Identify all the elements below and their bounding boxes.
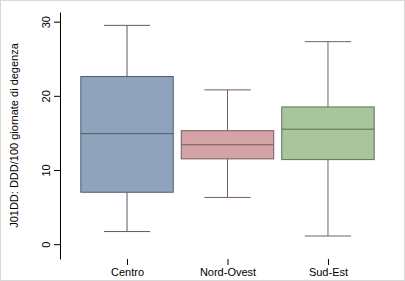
y-axis-line (60, 13, 61, 260)
y-tick-label: 30 (40, 16, 52, 28)
x-axis: Centro Nord-Ovest Sud-Est (61, 259, 396, 278)
max-cap (305, 41, 351, 42)
y-tick-mark (54, 22, 60, 23)
median-line (282, 129, 374, 130)
boxes (81, 25, 374, 236)
upper-whisker (327, 42, 328, 107)
x-tick-label: Sud-Est (309, 266, 348, 278)
y-tick-mark (54, 170, 60, 171)
min-cap (204, 197, 250, 198)
x-tick-label: Nord-Ovest (200, 266, 256, 278)
min-cap (104, 231, 150, 232)
max-cap (204, 89, 250, 90)
upper-whisker (127, 25, 128, 76)
box (181, 131, 273, 159)
y-axis: 0 10 20 30 (40, 13, 61, 260)
lower-whisker (127, 192, 128, 231)
min-cap (305, 236, 351, 237)
x-tick-label: Centro (111, 266, 144, 278)
y-tick-label: 0 (40, 242, 52, 248)
box-group (81, 25, 173, 231)
y-tick: 0 (40, 242, 60, 248)
y-axis-title: J01DD: DDD/100 giornate di degenza (8, 42, 20, 228)
y-tick: 10 (40, 164, 60, 176)
y-tick: 30 (40, 16, 60, 28)
max-cap (104, 25, 150, 26)
box-group (282, 42, 374, 236)
x-tick-mark (228, 259, 229, 265)
median-line (81, 133, 173, 134)
lower-whisker (327, 160, 328, 236)
background (1, 1, 405, 281)
x-tick: Nord-Ovest (200, 259, 256, 278)
box-group (181, 90, 273, 198)
median-line (181, 144, 273, 145)
x-tick-mark (328, 259, 329, 265)
y-tick-label: 10 (40, 164, 52, 176)
y-tick: 20 (40, 90, 60, 102)
y-tick-label: 20 (40, 90, 52, 102)
y-tick-mark (54, 96, 60, 97)
lower-whisker (227, 159, 228, 198)
box (282, 107, 374, 160)
x-tick: Sud-Est (309, 259, 348, 278)
box (81, 77, 173, 193)
x-tick-mark (127, 259, 128, 265)
upper-whisker (227, 90, 228, 131)
chart: 0 10 20 30 Centro Nord-Ovest Sud-Est J01DD: DDD… (0, 0, 405, 281)
x-tick: Centro (111, 259, 144, 278)
y-tick-mark (54, 244, 60, 245)
